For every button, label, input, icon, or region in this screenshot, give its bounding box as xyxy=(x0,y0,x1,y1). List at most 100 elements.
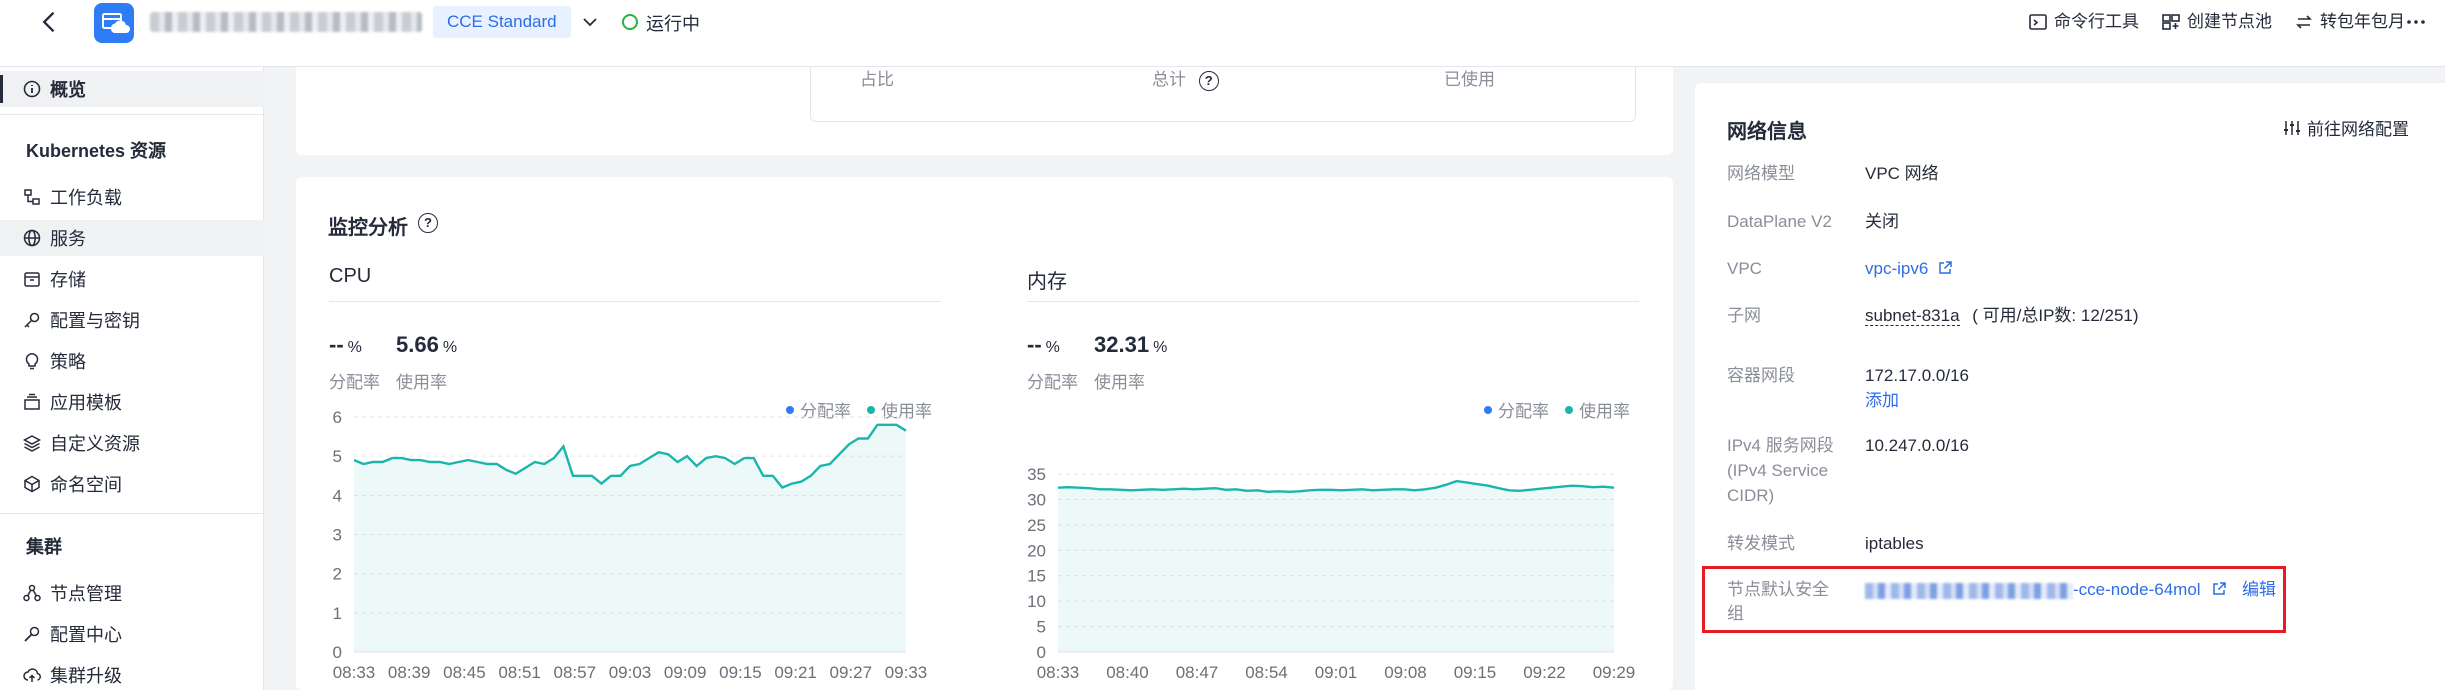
terminal-icon xyxy=(2029,14,2047,30)
memory-chart-title: 内存 xyxy=(1027,271,1067,293)
sidebar-item-cluster-upgrade[interactable]: 集群升级 xyxy=(0,657,264,690)
memory-usage-unit: % xyxy=(1153,339,1168,356)
memory-alloc-unit: % xyxy=(1045,339,1060,356)
create-node-pool-label: 创建节点池 xyxy=(2187,12,2272,31)
cpu-alloc-label: 分配率 xyxy=(329,373,380,392)
cpu-alloc-value: --% xyxy=(329,332,362,358)
cloud-upload-icon xyxy=(23,668,41,682)
sidebar-item-config-secrets[interactable]: 配置与密钥 xyxy=(0,302,264,338)
security-group-label-line1: 节点默认安全 xyxy=(1727,580,1829,599)
sidebar-item-services[interactable]: 服务 xyxy=(0,220,264,256)
legend-label: 使用率 xyxy=(881,402,932,421)
sidebar-divider xyxy=(0,513,264,514)
monitor-title: 监控分析 xyxy=(328,217,408,239)
column-used-label: 已使用 xyxy=(1444,70,1495,89)
sidebar-item-namespaces[interactable]: 命名空间 xyxy=(0,466,264,502)
x-tick-label: 08:45 xyxy=(443,663,486,682)
x-tick-label: 09:01 xyxy=(1315,663,1358,682)
info-circle-icon xyxy=(23,80,41,98)
forwarding-mode-label: 转发模式 xyxy=(1727,534,1795,553)
cluster-status: 运行中 xyxy=(646,14,700,34)
cube-icon xyxy=(24,475,40,493)
monitor-card: 监控分析 ? CPU --% 5.66% 分配率 使用率 分配率 使用率 0 1 2… xyxy=(296,177,1673,690)
sidebar-item-custom-resources[interactable]: 自定义资源 xyxy=(0,425,264,461)
legend-usage[interactable]: 使用率 xyxy=(1565,397,1630,422)
x-tick-label: 09:03 xyxy=(609,663,652,682)
legend-dot-usage xyxy=(867,405,875,414)
sidebar-item-config-center[interactable]: 配置中心 xyxy=(0,616,264,652)
sidebar-item-storage[interactable]: 存储 xyxy=(0,261,264,297)
y-tick-label: 15 xyxy=(1027,567,1046,586)
divider xyxy=(1027,301,1639,302)
service-cidr-label-line3: CIDR) xyxy=(1727,486,1775,505)
service-cidr-label-line1: IPv4 服务网段 xyxy=(1727,436,1834,455)
y-tick-label: 35 xyxy=(1027,465,1046,484)
sidebar-item-overview[interactable]: 概览 xyxy=(0,71,264,107)
top-bar: CCE Standard 运行中 命令行工具 创建节点池 转包年包月 xyxy=(0,0,2445,67)
legend-label: 分配率 xyxy=(800,402,851,421)
x-tick-label: 09:15 xyxy=(1454,663,1497,682)
resource-summary-card: 占比 总计 ? 已使用 xyxy=(296,67,1673,155)
network-model-label: 网络模型 xyxy=(1727,164,1795,183)
sidebar-item-policies[interactable]: 策略 xyxy=(0,343,264,379)
dataplane-value: 关闭 xyxy=(1865,212,1899,231)
memory-usage-number: 32.31 xyxy=(1094,332,1150,357)
vpc-link[interactable]: vpc-ipv6 xyxy=(1865,256,1953,281)
sidebar-item-label: 应用模板 xyxy=(50,393,122,413)
sidebar-item-label: 存储 xyxy=(50,270,86,290)
x-tick-label: 09:22 xyxy=(1523,663,1566,682)
usage-area xyxy=(354,424,906,652)
sidebar-item-node-management[interactable]: 节点管理 xyxy=(0,575,264,611)
help-icon[interactable]: ? xyxy=(1198,70,1219,91)
external-link-icon xyxy=(1939,261,1952,274)
dataplane-label: DataPlane V2 xyxy=(1727,212,1832,231)
x-tick-label: 09:33 xyxy=(885,663,928,682)
key-icon xyxy=(24,312,40,328)
x-tick-label: 08:57 xyxy=(554,663,597,682)
y-tick-label: 25 xyxy=(1027,516,1046,535)
x-tick-label: 09:08 xyxy=(1384,663,1427,682)
x-tick-label: 08:33 xyxy=(333,663,376,682)
memory-alloc-number: -- xyxy=(1027,332,1042,357)
y-tick-label: 3 xyxy=(333,526,342,545)
y-tick-label: 2 xyxy=(333,565,342,584)
more-icon[interactable] xyxy=(2404,10,2428,34)
security-group-link[interactable]: -cce-node-64mol 编辑 xyxy=(1865,577,2276,602)
globe-icon xyxy=(23,229,41,247)
edit-security-group-link[interactable]: 编辑 xyxy=(2242,580,2277,599)
goto-network-config-button[interactable]: 前往网络配置 xyxy=(2283,115,2409,140)
cli-tool-label: 命令行工具 xyxy=(2054,12,2139,31)
chevron-down-icon[interactable] xyxy=(578,10,602,34)
node-pool-icon xyxy=(2162,14,2180,30)
cli-tool-button[interactable]: 命令行工具 xyxy=(2028,9,2139,35)
legend-alloc[interactable]: 分配率 xyxy=(786,397,851,422)
memory-usage-chart: 0 5 10 15 20 25 30 35 08:33 08:40 08:47 08:54 09:01 0… xyxy=(1027,465,1635,682)
template-icon xyxy=(24,393,40,410)
back-arrow-icon[interactable] xyxy=(36,8,64,36)
network-info-card: 网络信息 前往网络配置 网络模型 VPC 网络 DataPlane V2 关闭 … xyxy=(1695,83,2445,690)
highlight-box xyxy=(1702,566,2286,633)
help-icon[interactable]: ? xyxy=(418,213,438,233)
layers-icon xyxy=(22,435,42,452)
column-ratio-label: 占比 xyxy=(860,70,894,89)
cpu-usage-label: 使用率 xyxy=(396,373,447,392)
sidebar-item-app-templates[interactable]: 应用模板 xyxy=(0,384,264,420)
cpu-usage-number: 5.66 xyxy=(396,332,439,357)
usage-line xyxy=(1057,479,1615,494)
legend-alloc[interactable]: 分配率 xyxy=(1484,397,1549,422)
sidebar-item-workloads[interactable]: 工作负载 xyxy=(0,179,264,215)
sidebar-item-label: 服务 xyxy=(50,229,86,249)
sidebar-item-label: 集群升级 xyxy=(50,666,122,686)
settings-sliders-icon xyxy=(2284,120,2300,135)
workload-icon xyxy=(24,189,40,205)
cluster-edition-badge: CCE Standard xyxy=(433,6,571,38)
sidebar-item-label: 节点管理 xyxy=(50,584,122,604)
y-tick-label: 4 xyxy=(333,486,342,505)
create-node-pool-button[interactable]: 创建节点池 xyxy=(2161,9,2272,35)
subnet-name[interactable]: subnet-831a xyxy=(1865,306,1960,326)
add-container-cidr-link[interactable]: 添加 xyxy=(1865,391,1899,410)
cpu-chart-title: CPU xyxy=(329,265,372,287)
switch-to-yearly-button[interactable]: 转包年包月 xyxy=(2294,9,2405,35)
legend-usage[interactable]: 使用率 xyxy=(867,397,932,422)
x-tick-label: 09:15 xyxy=(719,663,762,682)
